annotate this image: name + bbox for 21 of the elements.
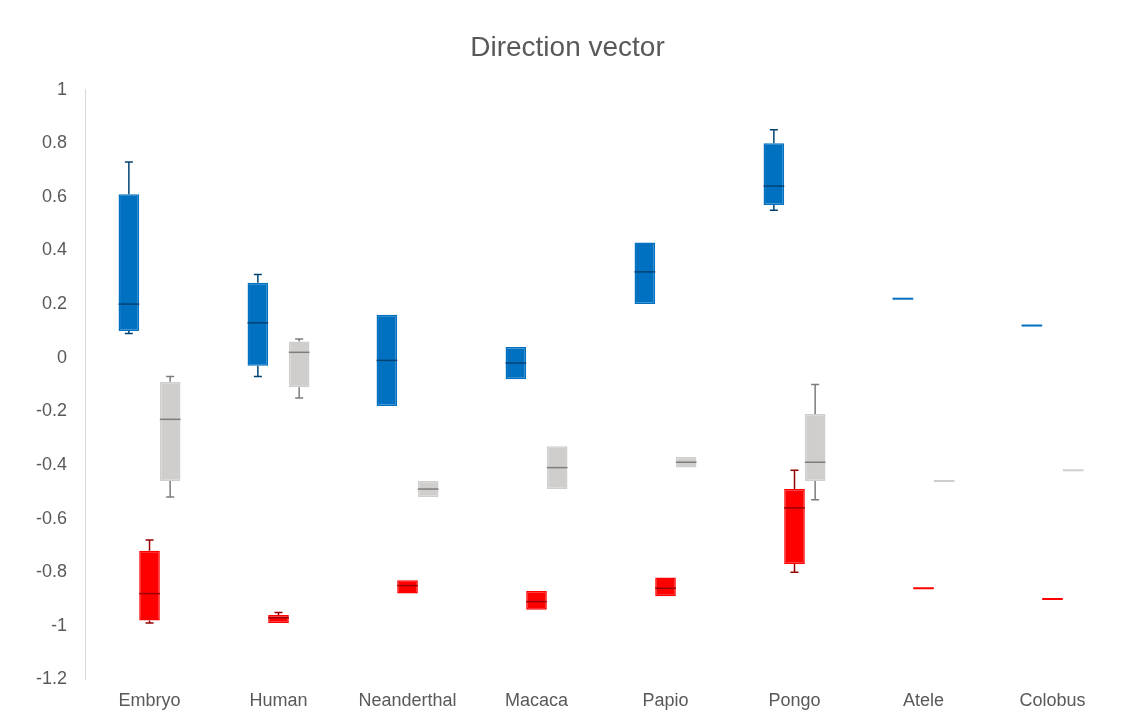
chart-title: Direction vector (470, 30, 665, 62)
x-tick-label: Atele (902, 690, 945, 711)
x-tick-label: Embryo (118, 690, 181, 711)
y-tick-label: 0 (57, 346, 68, 367)
y-tick-label: -1 (51, 614, 68, 635)
y-tick-label: 0.8 (41, 132, 68, 153)
y-tick-label: -1.2 (35, 668, 68, 689)
x-tick-label: Neanderthal (358, 690, 457, 711)
y-tick-label: -0.8 (35, 561, 68, 582)
y-tick-label: 0.4 (41, 239, 68, 260)
y-tick-label: -0.2 (35, 400, 68, 421)
x-tick-label: Human (249, 690, 308, 711)
y-tick-label: 0.6 (41, 185, 68, 206)
x-tick-label: Macaca (504, 690, 570, 711)
x-tick-label: Papio (642, 690, 689, 711)
y-tick-label: 1 (57, 78, 68, 99)
y-tick-label: -0.6 (35, 507, 68, 528)
y-tick-label: 0.2 (41, 293, 68, 314)
y-tick-label: -0.4 (35, 453, 68, 474)
x-tick-label: Colobus (1019, 690, 1086, 711)
x-tick-label: Pongo (768, 690, 821, 711)
